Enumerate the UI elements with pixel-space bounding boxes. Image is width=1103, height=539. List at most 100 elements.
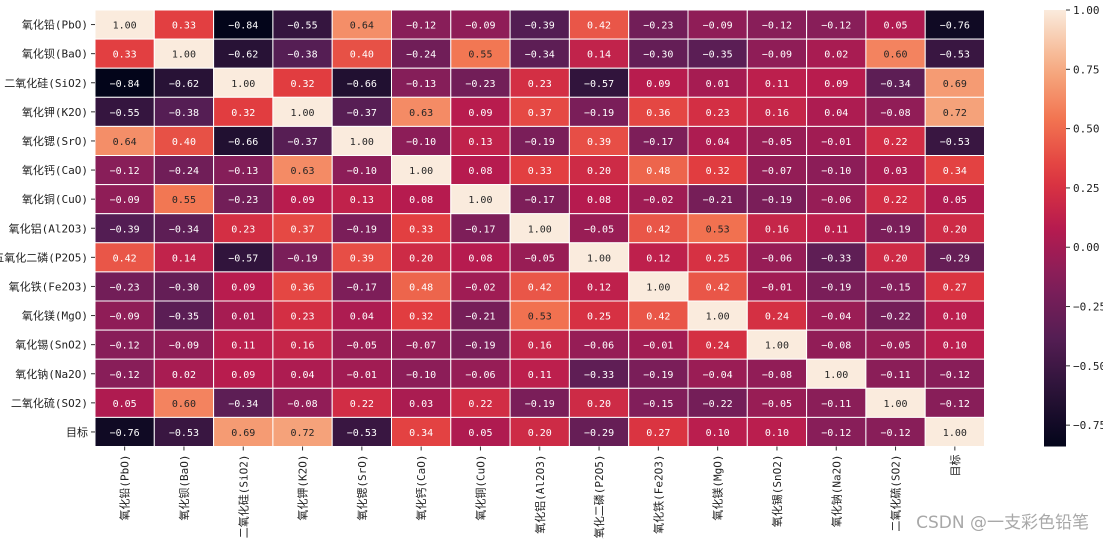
cell-value-label: −0.34 (169, 224, 199, 235)
y-tick-label: 五氧化二磷(P2O5) (0, 250, 88, 264)
heatmap-cell (450, 242, 511, 273)
heatmap-cell (450, 213, 511, 244)
cell-value-label: 0.60 (884, 50, 908, 61)
heatmap-cell (806, 329, 867, 360)
cell-value-label: 0.10 (765, 428, 789, 439)
heatmap-cell (272, 125, 333, 157)
cell-value-label: −0.10 (347, 166, 377, 177)
cell-value-label: 0.34 (409, 428, 433, 439)
cell-value-label: −0.12 (110, 370, 140, 381)
colorbar-tick-label: 0.75 (1073, 63, 1100, 76)
heatmap-cell (568, 125, 630, 157)
cell-value-label: −0.37 (347, 108, 377, 119)
heatmap-cell (865, 38, 926, 69)
cell-value-label: 1.00 (172, 50, 196, 61)
cell-value-label: 0.04 (350, 312, 374, 323)
cell-value-label: −0.35 (169, 312, 199, 323)
heatmap-cell (331, 96, 393, 127)
colorbar-tick-label: 0.00 (1073, 241, 1100, 254)
heatmap-cell (153, 213, 215, 244)
heatmap-cell (94, 155, 155, 186)
cell-value-label: 1.00 (409, 166, 433, 177)
heatmap-cell (924, 38, 986, 69)
x-tick-label: 氧化铁(Fe2O3) (651, 455, 665, 534)
heatmap-cell (568, 155, 630, 186)
heatmap-cell (865, 329, 926, 360)
cell-value-label: −0.33 (821, 253, 851, 264)
heatmap-cell (391, 300, 452, 331)
cell-value-label: 1.00 (113, 21, 137, 32)
cell-value-label: −0.30 (169, 282, 199, 293)
cell-value-label: 0.04 (706, 137, 730, 148)
cell-value-label: 0.13 (468, 137, 492, 148)
cell-value-label: −0.17 (465, 224, 495, 235)
heatmap-cell (746, 9, 808, 40)
cell-value-label: 0.32 (231, 108, 255, 119)
cell-value-label: −0.23 (643, 21, 673, 32)
cell-value-label: −0.08 (880, 108, 910, 119)
heatmap-cell (865, 242, 926, 273)
heatmap-cell (391, 67, 452, 98)
cell-value-label: 0.60 (172, 399, 196, 410)
cell-value-label: −0.05 (584, 224, 614, 235)
cell-value-label: −0.10 (821, 166, 851, 177)
cell-value-label: −0.17 (643, 137, 673, 148)
x-tick-label: 氧化锶(SrO) (355, 455, 369, 521)
cell-value-label: −0.19 (525, 137, 555, 148)
cell-value-label: 0.09 (291, 195, 315, 206)
cell-value-label: −0.24 (169, 166, 199, 177)
cell-value-label: −0.19 (347, 224, 377, 235)
heatmap-cell (865, 96, 926, 127)
heatmap-cell (450, 184, 511, 215)
cell-value-label: −0.76 (110, 428, 140, 439)
heatmap-cell (213, 155, 274, 186)
heatmap-cell (331, 213, 393, 244)
cell-value-label: −0.53 (347, 428, 377, 439)
heatmap-cell (331, 38, 393, 69)
cell-value-label: 0.69 (943, 79, 967, 90)
heatmap-cell (924, 242, 986, 273)
heatmap-cell (628, 67, 689, 98)
cell-value-label: 0.02 (824, 50, 848, 61)
heatmap-cell (687, 242, 748, 273)
x-tick-label: 氧化铅(PbO) (118, 455, 132, 521)
cell-value-label: 0.20 (943, 224, 967, 235)
heatmap-cell (687, 300, 748, 331)
cell-value-label: −0.04 (703, 370, 733, 381)
cell-value-label: −0.38 (169, 108, 199, 119)
cell-value-label: −0.34 (228, 399, 258, 410)
cell-value-label: −0.17 (347, 282, 377, 293)
cell-value-label: −0.23 (465, 79, 495, 90)
cell-value-label: 0.42 (646, 312, 670, 323)
x-tick-label: 氧化铜(CuO) (473, 455, 487, 521)
heatmap-cell (924, 416, 986, 447)
cell-value-label: 1.00 (291, 108, 315, 119)
heatmap-cell (213, 213, 274, 244)
cell-value-label: 0.01 (706, 79, 730, 90)
cell-value-label: −0.21 (703, 195, 733, 206)
colorbar-tick-label: 1.00 (1073, 4, 1100, 17)
cell-value-label: −0.37 (287, 137, 317, 148)
heatmap-cell (806, 125, 867, 157)
cell-value-label: 1.00 (587, 253, 611, 264)
heatmap-cell (272, 155, 333, 186)
cell-value-label: 0.02 (172, 370, 196, 381)
heatmap-cell (450, 416, 511, 447)
heatmap-cell (331, 184, 393, 215)
cell-value-label: 0.40 (172, 137, 196, 148)
heatmap-cell (687, 329, 748, 360)
cell-value-label: −0.09 (110, 312, 140, 323)
heatmap-cell (331, 300, 393, 331)
cell-value-label: −0.22 (880, 312, 910, 323)
cell-value-label: 0.32 (409, 312, 433, 323)
heatmap-cells: 1.00 0.33 −0.84 −0.55 0.64 −0.12 −0.09 −0.39 0.4… (94, 9, 986, 447)
y-tick-label: 氧化铅(PbO) (22, 18, 88, 32)
cell-value-label: 0.63 (291, 166, 315, 177)
heatmap-cell (746, 416, 808, 447)
heatmap-cell (865, 9, 926, 40)
cell-value-label: 0.32 (291, 79, 315, 90)
cell-value-label: 0.23 (706, 108, 730, 119)
heatmap-cell (153, 38, 215, 69)
cell-value-label: 0.36 (646, 108, 670, 119)
cell-value-label: −0.05 (880, 341, 910, 352)
